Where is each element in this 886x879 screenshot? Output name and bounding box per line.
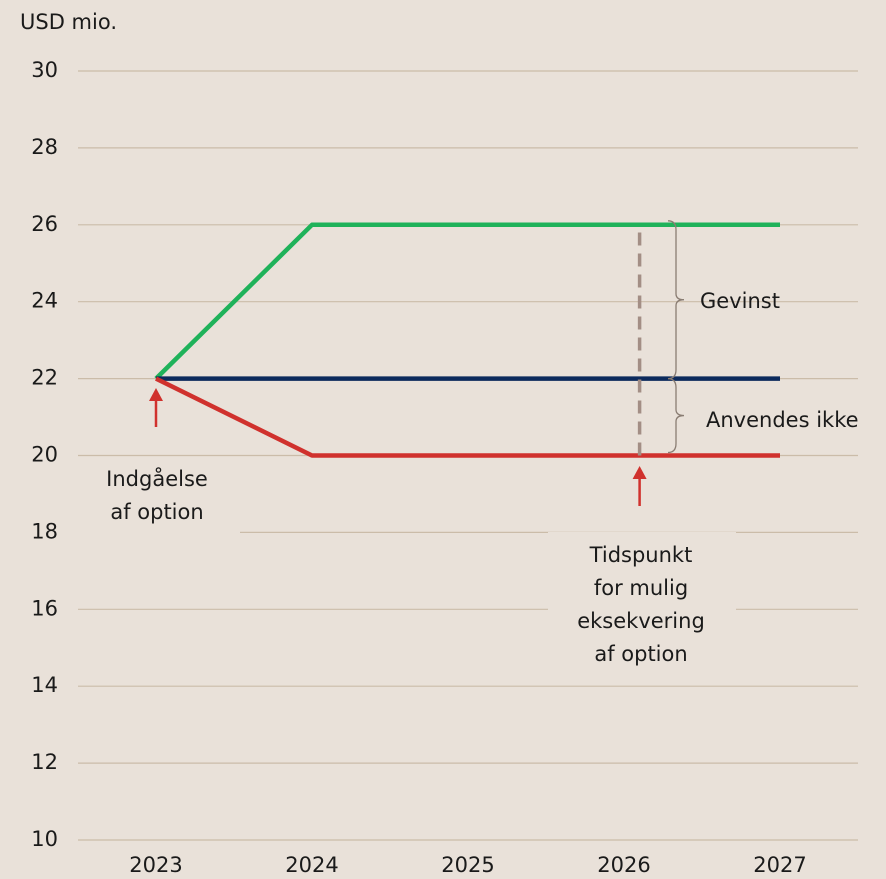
brace <box>667 220 685 380</box>
brace <box>667 377 685 454</box>
y-tick-label: 14 <box>31 673 58 697</box>
y-tick-label: 12 <box>31 750 58 774</box>
series-line <box>154 222 780 381</box>
x-tick-label: 2026 <box>597 853 650 877</box>
x-tick-label: 2023 <box>129 853 182 877</box>
y-tick-label: 10 <box>31 827 58 851</box>
arrow-head <box>149 388 163 401</box>
arrow-head <box>632 466 647 479</box>
annotation: af option <box>110 500 203 524</box>
y-tick-label: 26 <box>31 212 58 236</box>
annotation: eksekvering <box>577 609 705 633</box>
x-tick-label: 2024 <box>285 853 338 877</box>
annotation: Indgåelse <box>106 466 208 491</box>
annotation-bg <box>78 462 240 538</box>
y-tick-label: 22 <box>31 366 58 390</box>
annotation-bg <box>548 532 736 674</box>
annotation: Tidspunkt <box>589 543 693 567</box>
annotation: af option <box>594 642 687 666</box>
annotation: for mulig <box>594 576 688 600</box>
series-line <box>155 376 780 458</box>
annotation: Anvendes ikke <box>706 408 859 432</box>
y-tick-label: 20 <box>31 443 58 467</box>
y-tick-label: 28 <box>31 135 58 159</box>
x-tick-label: 2025 <box>441 853 494 877</box>
y-tick-label: 18 <box>31 519 58 543</box>
y-axis-label: USD mio. <box>20 10 117 34</box>
y-tick-label: 30 <box>31 58 58 82</box>
x-tick-label: 2027 <box>753 853 806 877</box>
y-tick-label: 24 <box>31 289 58 313</box>
annotation: Gevinst <box>700 289 780 313</box>
y-tick-label: 16 <box>31 596 58 620</box>
